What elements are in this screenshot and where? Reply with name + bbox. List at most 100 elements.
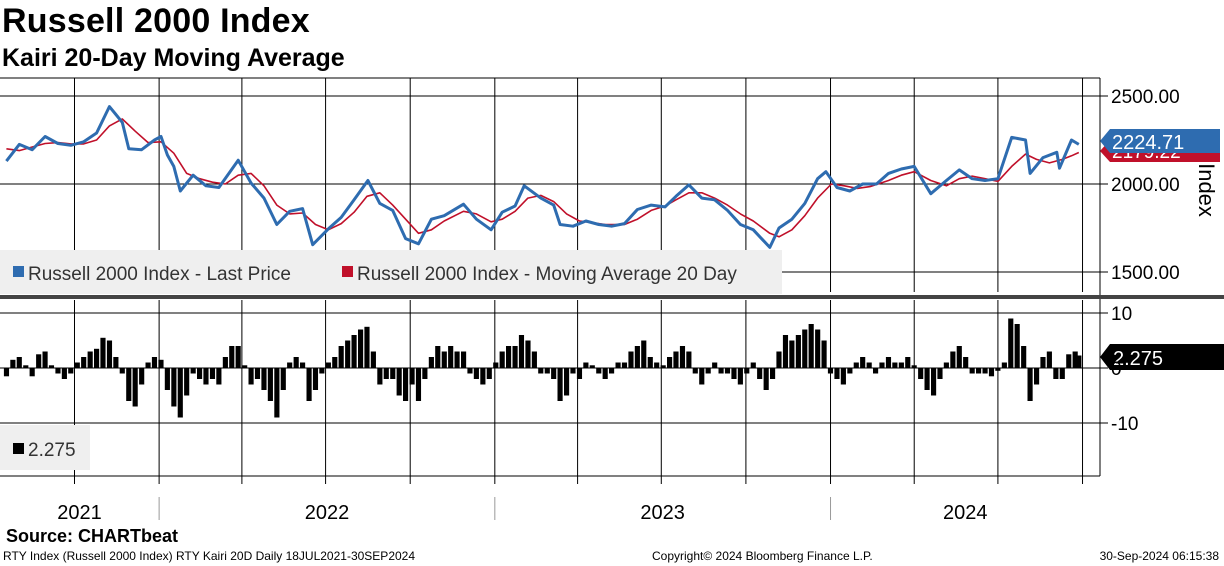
kairi-bar <box>493 362 499 368</box>
kairi-bar <box>988 368 995 377</box>
kairi-bar <box>667 357 673 368</box>
kairi-bar <box>486 368 492 379</box>
kairi-bar <box>422 368 428 379</box>
legend-label-kairi: 2.275 <box>28 440 76 461</box>
kairi-bar <box>621 362 628 368</box>
kairi-bar <box>757 368 763 379</box>
kairi-bar <box>609 368 615 374</box>
kairi-bar <box>139 368 145 385</box>
kairi-bar <box>602 368 608 379</box>
kairi-bar <box>48 365 55 369</box>
kairi-bar <box>480 368 486 385</box>
kairi-bar <box>338 346 344 368</box>
axis-labels: 1500.00 2000.00 2500.00 10 0 -10 Index 2021 2022… <box>57 87 1219 520</box>
kairi-bar <box>364 326 370 369</box>
kairi-bar <box>383 368 389 379</box>
kairi-bar <box>840 368 846 385</box>
kairi-bar <box>306 368 312 401</box>
panel-separator <box>0 295 1224 299</box>
kairi-bar <box>712 362 718 368</box>
kairi-bar <box>403 368 409 401</box>
kairi-bar <box>428 357 434 368</box>
kairi-bar <box>1040 357 1046 368</box>
kairi-bar <box>570 368 576 374</box>
kairi-bar <box>254 368 261 379</box>
kairi-bar <box>699 368 705 385</box>
kairi-bar <box>177 368 183 418</box>
kairi-bar <box>963 357 969 368</box>
kairi-bar <box>113 357 119 368</box>
price-y-tick-label: 2000.00 <box>1111 175 1180 196</box>
kairi-bar <box>248 368 254 385</box>
kairi-bar <box>106 340 113 368</box>
kairi-bar <box>853 362 859 368</box>
kairi-bar <box>634 346 640 368</box>
kairi-bar <box>1021 346 1027 368</box>
kairi-value-tag <box>1100 344 1224 370</box>
kairi-bar <box>1034 368 1040 385</box>
kairi-bar <box>518 335 525 368</box>
kairi-bar <box>312 368 319 390</box>
kairi-bar <box>782 335 789 368</box>
kairi-bar <box>937 368 943 379</box>
kairi-bar <box>763 368 769 390</box>
kairi-bar <box>679 346 686 368</box>
kairi-bar <box>789 340 795 368</box>
price-y-tick-label: 1500.00 <box>1111 263 1180 284</box>
x-year-label: 2024 <box>943 502 988 520</box>
kairi-bar <box>506 346 512 368</box>
kairi-bar <box>705 368 711 374</box>
kairi-y-tick-label: 10 <box>1111 304 1132 325</box>
kairi-bar <box>724 368 731 374</box>
price-y-axis-label: Index <box>1194 163 1219 217</box>
kairi-bar <box>943 362 949 368</box>
kairi-bar <box>242 365 248 369</box>
kairi-bar <box>924 368 930 390</box>
kairi-bar <box>660 365 666 369</box>
kairi-bar <box>834 368 840 379</box>
kairi-bar <box>184 368 190 396</box>
kairi-bar <box>866 362 872 368</box>
footer-copyright: Copyright© 2024 Bloomberg Finance L.P. <box>652 549 873 563</box>
kairi-bar <box>319 368 325 374</box>
kairi-y-tick-label: 0 <box>1111 359 1122 380</box>
kairi-bar <box>1072 351 1078 368</box>
kairi-bar <box>61 368 67 379</box>
kairi-bar <box>525 340 531 368</box>
kairi-bar <box>235 346 241 368</box>
kairi-bar <box>821 340 827 368</box>
kairi-bar <box>448 346 454 368</box>
kairi-bar <box>36 354 42 369</box>
kairi-bar <box>982 368 988 374</box>
kairi-bar <box>300 362 306 368</box>
kairi-bar <box>87 351 93 368</box>
kairi-bar <box>905 357 911 368</box>
kairi-bar <box>512 346 518 368</box>
kairi-value-tag-text: 2.275 <box>1113 348 1163 370</box>
kairi-bar <box>744 368 750 374</box>
kairi-bar <box>873 368 879 374</box>
kairi-bar <box>10 359 16 369</box>
legend-swatch-moving-average <box>342 266 353 277</box>
kairi-bar <box>358 329 364 368</box>
kairi-bar <box>441 351 447 368</box>
kairi-bar <box>847 368 853 374</box>
kairi-bar <box>3 368 10 377</box>
kairi-bar <box>203 368 209 385</box>
kairi-bar <box>737 368 743 385</box>
kairi-bar <box>409 368 415 385</box>
kairi-bar <box>686 351 692 368</box>
kairi-bar <box>370 351 376 368</box>
kairi-bar <box>461 351 467 368</box>
price-legend-box <box>0 250 782 294</box>
x-year-label: 2023 <box>640 502 685 520</box>
kairi-bar <box>454 351 460 368</box>
kairi-bar <box>119 368 125 374</box>
price-y-tick-label: 2500.00 <box>1111 87 1180 108</box>
kairi-bar <box>950 351 956 368</box>
kairi-bar <box>892 362 898 368</box>
kairi-bar <box>628 351 634 368</box>
kairi-bar <box>126 368 132 401</box>
kairi-bar <box>802 329 808 368</box>
kairi-bar <box>776 351 782 368</box>
